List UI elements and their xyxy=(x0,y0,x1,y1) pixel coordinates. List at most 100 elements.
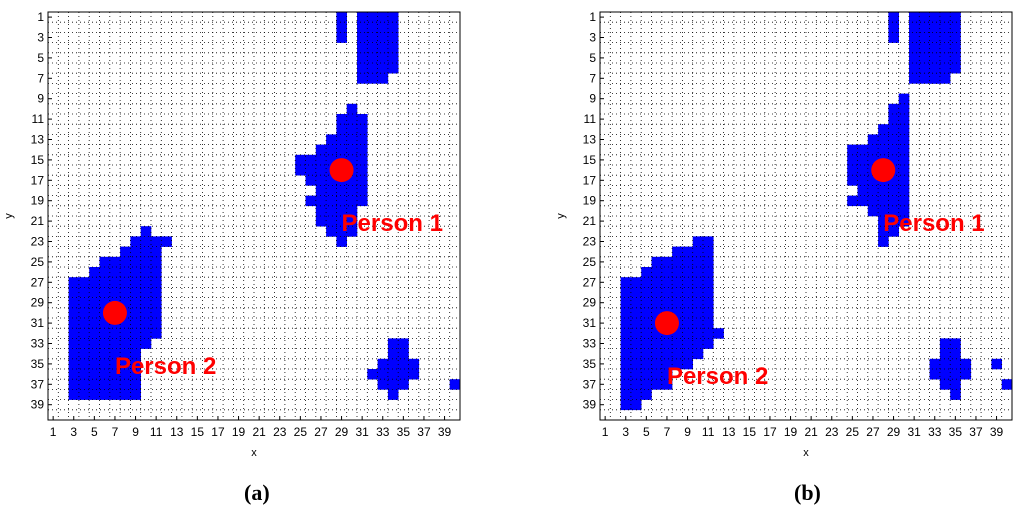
y-tick-label: 3 xyxy=(589,31,596,45)
x-tick-label: 17 xyxy=(211,425,225,439)
x-tick-label: 29 xyxy=(335,425,349,439)
x-tick-label: 19 xyxy=(784,425,798,439)
grid-lines xyxy=(600,12,1012,420)
x-tick-label: 39 xyxy=(990,425,1004,439)
x-tick-label: 3 xyxy=(622,425,629,439)
x-tick-label: 25 xyxy=(294,425,308,439)
y-tick-label: 9 xyxy=(589,92,596,106)
occupied-cell-run xyxy=(847,144,910,156)
occupied-cell-run xyxy=(620,369,673,380)
x-axis-label: x xyxy=(803,447,809,459)
x-tick-label: 23 xyxy=(273,425,287,439)
person-markers: Person 1 Person 2 xyxy=(654,158,985,390)
occupied-cell-run xyxy=(315,185,368,196)
person-marker xyxy=(102,300,127,325)
x-axis: 1 3 5 7 9 11 13 15 17 19 21 23 25 27 29 31 33 35 37 39 xyxy=(602,416,1004,439)
occupied-cell-run xyxy=(357,73,389,84)
occupied-cell-run xyxy=(620,297,714,309)
occupied-cell-run xyxy=(620,379,673,390)
y-tick-label: 23 xyxy=(31,235,45,249)
y-tick-label: 19 xyxy=(583,194,597,208)
occupied-cell-run xyxy=(346,103,358,115)
occupied-cell-run xyxy=(909,32,961,43)
y-tick-label: 31 xyxy=(31,316,45,330)
y-tick-label: 19 xyxy=(31,194,45,208)
occupied-cell-run xyxy=(939,348,961,360)
x-tick-label: 37 xyxy=(969,425,983,439)
occupied-cell-run xyxy=(68,358,141,370)
occupied-cell-run xyxy=(1001,379,1013,390)
occupied-cell-run xyxy=(651,256,714,268)
occupied-cell-run xyxy=(909,52,961,64)
x-tick-label: 7 xyxy=(112,425,119,439)
occupied-cell-run xyxy=(449,379,461,390)
occupied-cell-run xyxy=(336,236,347,247)
occupied-cell-run xyxy=(68,369,141,380)
occupancy-grid-chart-b: 1 3 5 7 9 11 13 15 17 19 21 23 25 27 29 31 33 35 37 39x1357… xyxy=(555,10,1013,459)
y-tick-label: 15 xyxy=(583,153,597,167)
caption-b: (b) xyxy=(794,480,821,505)
y-tick-label: 11 xyxy=(32,112,45,126)
person-marker xyxy=(329,158,354,183)
y-tick-label: 25 xyxy=(583,255,597,269)
y-tick-label: 29 xyxy=(31,296,45,310)
panel-b: 1 3 5 7 9 11 13 15 17 19 21 23 25 27 29 31 33 35 37 39 x 1 3 5 7… xyxy=(552,0,1024,518)
occupied-cell-run xyxy=(878,236,889,247)
occupied-cell-run xyxy=(89,267,162,278)
x-tick-label: 19 xyxy=(232,425,246,439)
occupied-cell-run xyxy=(620,287,714,298)
occupied-cell-run xyxy=(867,134,910,145)
x-axis: 1 3 5 7 9 11 13 15 17 19 21 23 25 27 29 31 33 35 37 39 xyxy=(50,416,452,439)
y-tick-label: 5 xyxy=(589,51,596,65)
x-axis-label: x xyxy=(251,447,257,459)
occupied-cell-run xyxy=(130,236,172,247)
occupied-cell-run xyxy=(357,32,399,43)
occupied-cell-run xyxy=(620,389,652,400)
panel-a: 1 3 5 7 9 11 13 15 17 19 21 23 25 27 29 31 33 35 37 39 x 1 3 5 7… xyxy=(3,10,461,459)
occupied-cell-run xyxy=(888,12,899,23)
y-tick-label: 21 xyxy=(583,214,597,228)
x-tick-label: 13 xyxy=(170,425,184,439)
y-tick-label: 1 xyxy=(589,10,596,24)
x-tick-label: 11 xyxy=(150,425,163,439)
x-tick-label: 35 xyxy=(949,425,963,439)
x-tick-label: 11 xyxy=(702,425,715,439)
x-tick-label: 35 xyxy=(397,425,411,439)
occupied-cell-run xyxy=(140,226,152,237)
y-tick-label: 39 xyxy=(583,398,597,412)
occupied-cell-run xyxy=(68,338,152,349)
occupied-cell-run xyxy=(99,256,162,268)
occupied-cell-run xyxy=(326,134,368,145)
x-tick-label: 15 xyxy=(191,425,205,439)
occupied-cell-run xyxy=(68,287,162,298)
y-tick-label: 33 xyxy=(583,337,597,351)
occupied-cell-run xyxy=(357,12,399,23)
x-tick-label: 29 xyxy=(887,425,901,439)
y-tick-label: 15 xyxy=(31,153,45,167)
x-tick-label: 15 xyxy=(743,425,757,439)
y-tick-label: 1 xyxy=(37,10,44,24)
occupied-cell-run xyxy=(336,124,368,135)
y-tick-label: 23 xyxy=(583,235,597,249)
x-tick-label: 17 xyxy=(763,425,777,439)
y-tick-label: 5 xyxy=(37,51,44,65)
occupied-cell-run xyxy=(336,32,347,43)
y-tick-label: 17 xyxy=(583,173,597,187)
x-tick-label: 1 xyxy=(50,425,57,439)
occupied-cell-run xyxy=(909,12,961,23)
y-tick-label: 7 xyxy=(589,71,596,85)
person-label: Person 1 xyxy=(883,210,984,237)
plot-frame xyxy=(599,11,1013,421)
occupied-cell-run xyxy=(991,358,1002,370)
occupied-cell-run xyxy=(336,12,347,23)
x-tick-label: 31 xyxy=(355,425,369,439)
y-axis-label: y xyxy=(3,213,15,219)
person-label: Person 2 xyxy=(667,363,768,390)
occupied-cell-run xyxy=(315,216,358,227)
y-tick-label: 27 xyxy=(583,275,597,289)
x-tick-label: 37 xyxy=(417,425,431,439)
occupied-cell-run xyxy=(939,338,961,349)
x-tick-label: 13 xyxy=(722,425,736,439)
y-tick-label: 7 xyxy=(37,71,44,85)
